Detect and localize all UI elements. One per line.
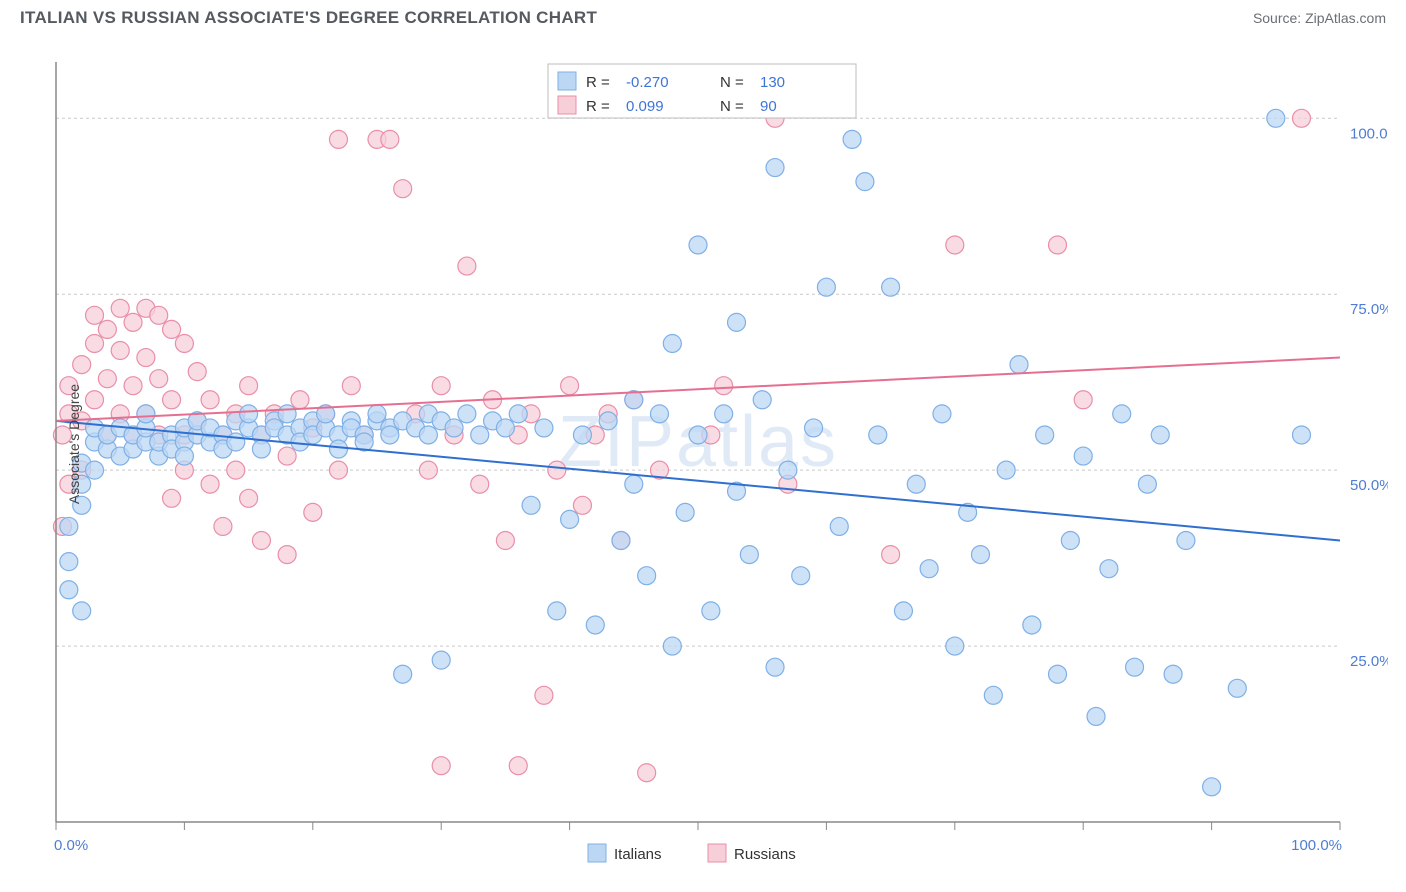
svg-text:90: 90: [760, 98, 777, 115]
svg-text:100.0%: 100.0%: [1350, 125, 1388, 142]
svg-text:N =: N =: [720, 98, 744, 115]
scatter-chart: 25.0%50.0%75.0%100.0%ZIPatlas0.0%100.0%R…: [48, 44, 1388, 878]
svg-text:R =: R =: [586, 98, 610, 115]
svg-text:0.0%: 0.0%: [54, 837, 88, 854]
svg-text:N =: N =: [720, 74, 744, 91]
source-label: Source: ZipAtlas.com: [1253, 10, 1386, 26]
svg-text:-0.270: -0.270: [626, 74, 669, 91]
svg-text:130: 130: [760, 74, 785, 91]
svg-text:Italians: Italians: [614, 846, 662, 863]
svg-text:Russians: Russians: [734, 846, 796, 863]
y-axis-label: Associate's Degree: [66, 384, 82, 504]
svg-text:50.0%: 50.0%: [1350, 477, 1388, 494]
chart-title: ITALIAN VS RUSSIAN ASSOCIATE'S DEGREE CO…: [20, 8, 597, 28]
svg-text:25.0%: 25.0%: [1350, 653, 1388, 670]
svg-text:0.099: 0.099: [626, 98, 664, 115]
svg-text:100.0%: 100.0%: [1291, 837, 1342, 854]
chart-container: Associate's Degree 25.0% 50.0% 75.0% 100.0%…: [48, 44, 1388, 844]
svg-text:75.0%: 75.0%: [1350, 301, 1388, 318]
svg-text:R =: R =: [586, 74, 610, 91]
